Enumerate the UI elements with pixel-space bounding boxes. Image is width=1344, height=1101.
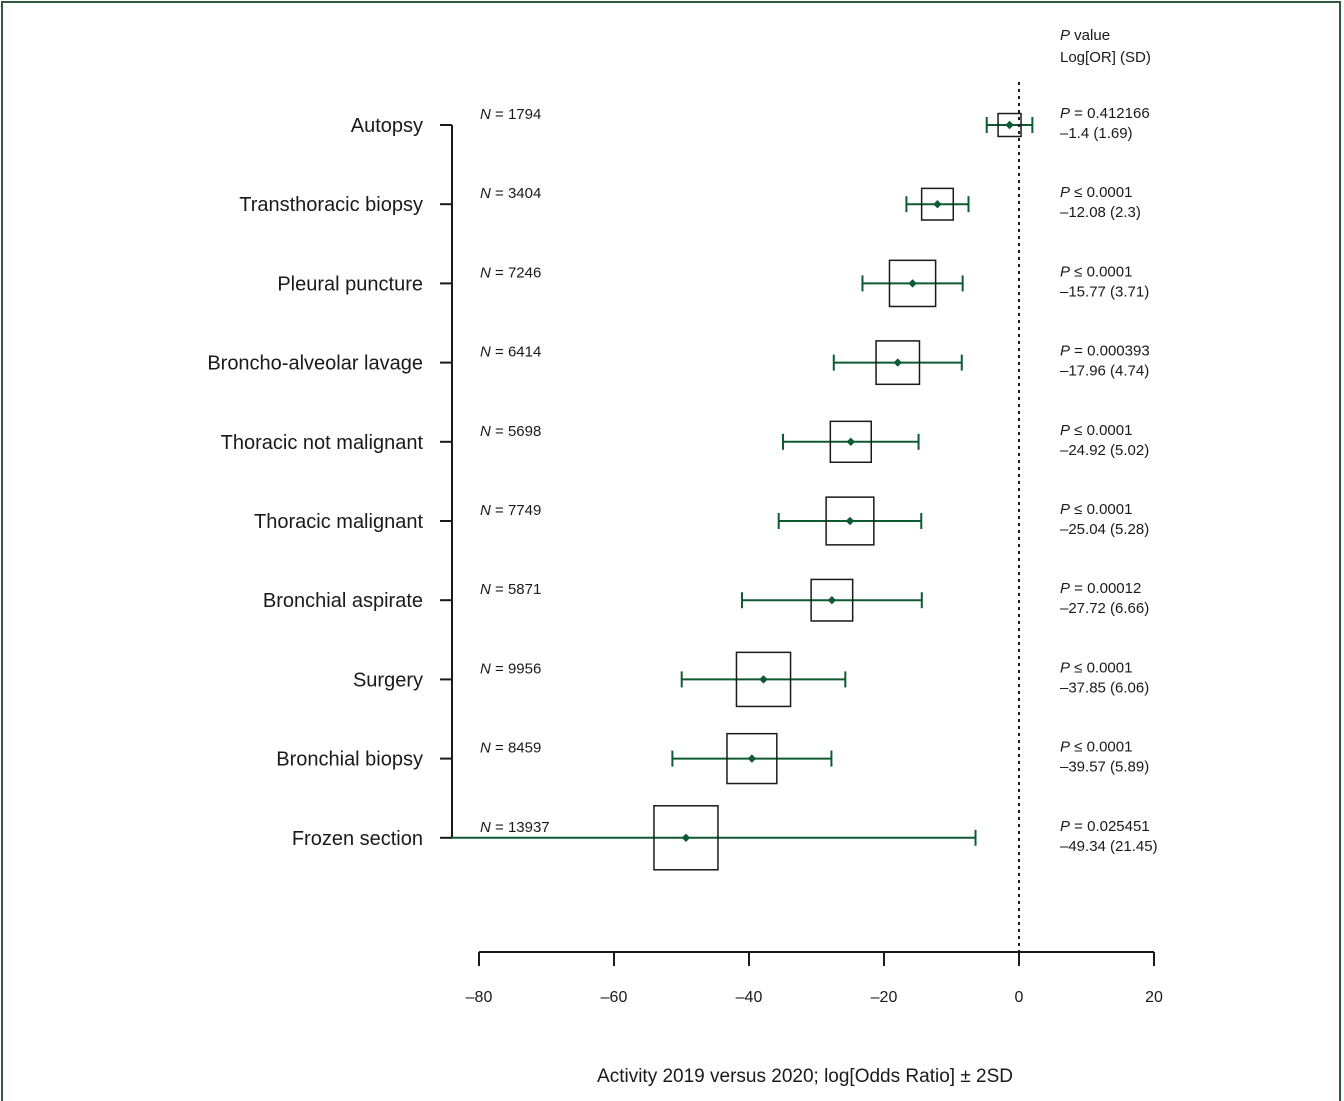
estimate-point: [845, 516, 855, 526]
category-label: Broncho-alveolar lavage: [207, 353, 423, 375]
category-label: Thoracic not malignant: [221, 432, 424, 454]
estimate-point: [1005, 120, 1014, 130]
estimate-point: [759, 675, 768, 684]
estimate-point: [747, 754, 757, 763]
weight-box: [888, 259, 937, 308]
weight-box: [829, 420, 873, 464]
n-label: N = 6414: [480, 344, 541, 361]
log-or-text: –17.96 (4.74): [1060, 363, 1149, 380]
p-value-text: P = 0.025451: [1060, 818, 1150, 835]
category-label: Transthoracic biopsy: [239, 194, 423, 216]
p-value-text: P ≤ 0.0001: [1060, 263, 1132, 280]
forest-row: Thoracic not malignant N = 5698 P ≤ 0.0001…: [221, 420, 1149, 464]
p-value-text: P ≤ 0.0001: [1060, 739, 1132, 756]
x-axis-label: Activity 2019 versus 2020; log[Odds Rati…: [597, 1066, 1013, 1087]
weight-box: [875, 340, 921, 386]
n-label: N = 3404: [480, 185, 541, 202]
forest-row: Frozen section N = 13937 P = 0.025451 –49.3…: [292, 805, 1158, 871]
p-value-text: P = 0.00012: [1060, 580, 1141, 597]
p-value-text: P = 0.000393: [1060, 343, 1150, 360]
log-or-text: –25.04 (5.28): [1060, 521, 1149, 538]
log-or-header: Log[OR] (SD): [1060, 49, 1151, 66]
estimate-point: [893, 358, 902, 367]
log-or-text: –37.85 (6.06): [1060, 679, 1149, 696]
x-tick-label: –60: [601, 989, 628, 1006]
forest-row: Broncho-alveolar lavage N = 6414 P = 0.000…: [207, 340, 1150, 386]
weight-box: [653, 805, 719, 871]
log-or-text: –27.72 (6.66): [1060, 600, 1149, 617]
forest-row: Transthoracic biopsy N = 3404 P ≤ 0.0001 –1…: [239, 184, 1141, 221]
p-value-text: P ≤ 0.0001: [1060, 659, 1132, 676]
x-axis: –80 –60 –40 –20 0 20: [466, 951, 1163, 1006]
x-tick-label: 0: [1015, 989, 1024, 1006]
category-label: Pleural puncture: [277, 273, 423, 295]
category-label: Autopsy: [351, 115, 423, 137]
category-label: Bronchial aspirate: [263, 590, 423, 612]
n-label: N = 5698: [480, 423, 541, 440]
p-value-text: P ≤ 0.0001: [1060, 501, 1132, 518]
forest-rows: Autopsy N = 1794 P = 0.412166 –1.4 (1.69) Tr…: [207, 105, 1158, 871]
n-label: N = 13937: [480, 819, 550, 836]
p-value-text: P ≤ 0.0001: [1060, 422, 1132, 439]
category-label: Surgery: [353, 669, 423, 691]
estimate-point: [908, 279, 917, 288]
estimate-point: [846, 437, 855, 447]
forest-row: Autopsy N = 1794 P = 0.412166 –1.4 (1.69): [351, 105, 1150, 142]
weight-box: [810, 578, 854, 622]
weight-box: [735, 651, 792, 708]
forest-row: Bronchial aspirate N = 5871 P = 0.00012 –27…: [263, 578, 1149, 622]
category-label: Frozen section: [292, 828, 423, 850]
n-label: N = 1794: [480, 106, 541, 123]
p-value-header: P value: [1060, 27, 1110, 44]
n-label: N = 8459: [480, 740, 541, 757]
p-value-text: P = 0.412166: [1060, 105, 1150, 122]
weight-box: [920, 187, 955, 221]
category-label: Bronchial biopsy: [276, 749, 423, 771]
log-or-text: –15.77 (3.71): [1060, 283, 1149, 300]
category-label: Thoracic malignant: [254, 511, 423, 533]
right-column-header: P value Log[OR] (SD): [1060, 27, 1151, 66]
log-or-text: –1.4 (1.69): [1060, 125, 1133, 142]
forest-row: Thoracic malignant N = 7749 P ≤ 0.0001 –25.…: [254, 496, 1149, 546]
log-or-text: –49.34 (21.45): [1060, 838, 1158, 855]
n-label: N = 7246: [480, 264, 541, 281]
forest-row: Surgery N = 9956 P ≤ 0.0001 –37.85 (6.06): [353, 651, 1149, 708]
estimate-point: [827, 595, 837, 605]
x-tick-label: –20: [871, 989, 898, 1006]
weight-box: [726, 732, 778, 785]
forest-row: Pleural puncture N = 7246 P ≤ 0.0001 –15.77…: [277, 259, 1149, 308]
forest-row: Bronchial biopsy N = 8459 P ≤ 0.0001 –39.57…: [276, 732, 1149, 785]
n-label: N = 7749: [480, 502, 541, 519]
x-tick-label: 20: [1145, 989, 1163, 1006]
p-value-text: P ≤ 0.0001: [1060, 184, 1132, 201]
n-label: N = 5871: [480, 581, 541, 598]
x-tick-label: –40: [736, 989, 763, 1006]
estimate-point: [681, 833, 691, 843]
estimate-point: [933, 199, 942, 209]
x-tick-label: –80: [466, 989, 493, 1006]
log-or-text: –24.92 (5.02): [1060, 442, 1149, 459]
weight-box: [825, 496, 875, 546]
weight-box: [997, 112, 1022, 138]
log-or-text: –12.08 (2.3): [1060, 204, 1141, 221]
log-or-text: –39.57 (5.89): [1060, 759, 1149, 776]
n-label: N = 9956: [480, 660, 541, 677]
